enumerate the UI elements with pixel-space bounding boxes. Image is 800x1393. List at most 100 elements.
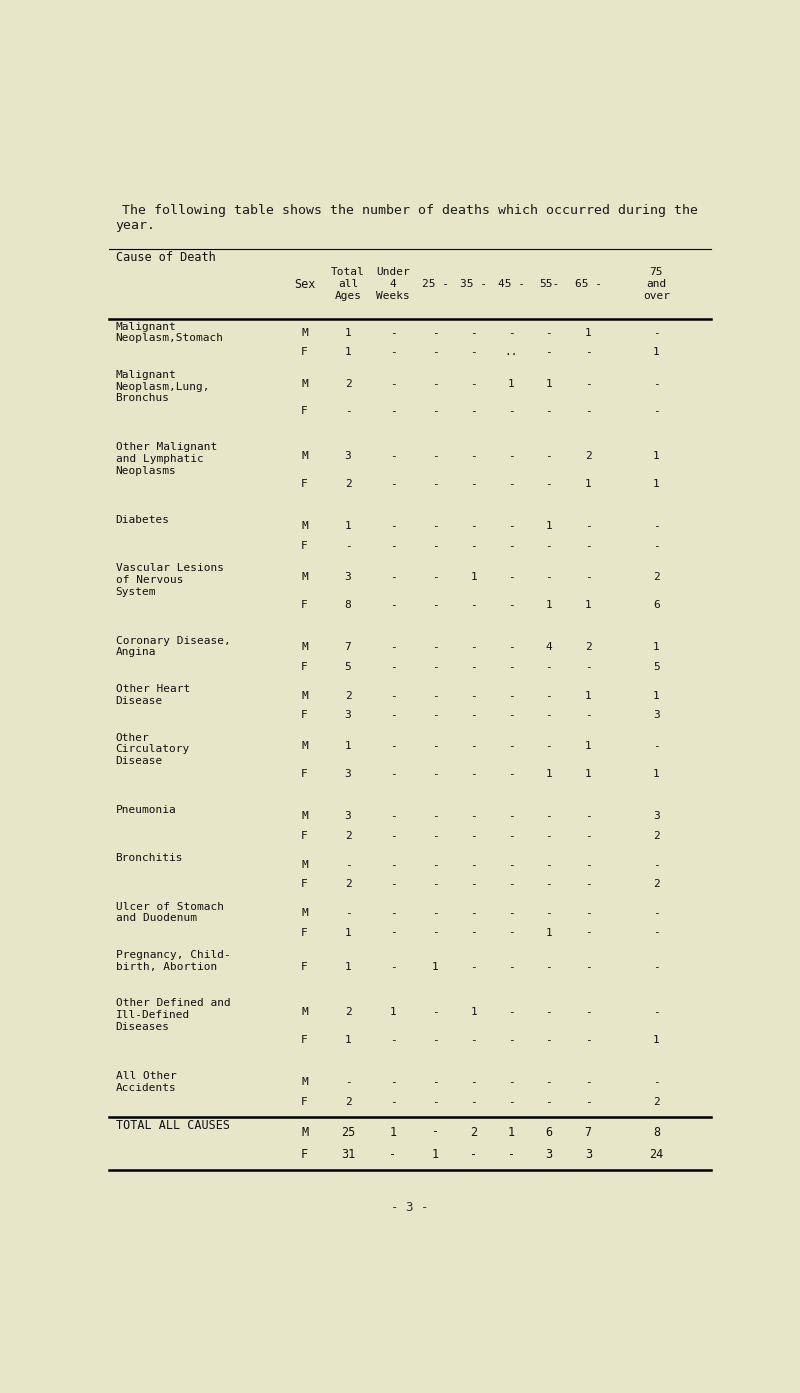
- Text: F: F: [302, 600, 308, 610]
- Text: 4: 4: [546, 642, 552, 652]
- Text: -: -: [432, 812, 438, 822]
- Text: -: -: [432, 479, 438, 489]
- Text: -: -: [470, 741, 478, 751]
- Text: 2: 2: [470, 1126, 478, 1138]
- Text: 3: 3: [653, 812, 660, 822]
- Text: -: -: [546, 1035, 552, 1045]
- Text: 1: 1: [585, 691, 592, 701]
- Text: -: -: [390, 710, 396, 720]
- Text: -: -: [508, 407, 514, 417]
- Text: 35 -: 35 -: [460, 279, 487, 290]
- Text: -: -: [508, 769, 514, 779]
- Text: -: -: [432, 879, 438, 889]
- Text: 3: 3: [345, 812, 351, 822]
- Text: 1: 1: [585, 327, 592, 338]
- Text: 2: 2: [653, 879, 660, 889]
- Text: -: -: [390, 741, 396, 751]
- Text: 3: 3: [585, 1148, 592, 1160]
- Text: -: -: [432, 1035, 438, 1045]
- Text: -: -: [653, 521, 660, 531]
- Text: 5: 5: [653, 662, 660, 671]
- Text: -: -: [470, 908, 478, 918]
- Text: Malignant
Neoplasm,Stomach: Malignant Neoplasm,Stomach: [115, 322, 223, 343]
- Text: -: -: [390, 830, 396, 841]
- Text: Ulcer of Stomach
and Duodenum: Ulcer of Stomach and Duodenum: [115, 901, 223, 924]
- Text: -: -: [432, 908, 438, 918]
- Text: -: -: [585, 521, 592, 531]
- Text: -: -: [546, 859, 552, 869]
- Text: F: F: [302, 1035, 308, 1045]
- Text: 2: 2: [345, 479, 351, 489]
- Text: -: -: [508, 859, 514, 869]
- Text: Coronary Disease,
Angina: Coronary Disease, Angina: [115, 635, 230, 657]
- Text: -: -: [508, 963, 514, 972]
- Text: 75
and
over: 75 and over: [643, 267, 670, 301]
- Text: M: M: [302, 812, 308, 822]
- Text: -: -: [546, 347, 552, 358]
- Text: Other Defined and
Ill-Defined
Diseases: Other Defined and Ill-Defined Diseases: [115, 999, 230, 1032]
- Text: -: -: [546, 451, 552, 461]
- Text: -: -: [508, 642, 514, 652]
- Text: 1: 1: [585, 741, 592, 751]
- Text: -: -: [390, 769, 396, 779]
- Text: -: -: [432, 573, 438, 582]
- Text: -: -: [546, 812, 552, 822]
- Text: The following table shows the number of deaths which occurred during the: The following table shows the number of …: [122, 203, 698, 217]
- Text: -: -: [508, 1148, 515, 1160]
- Text: -: -: [432, 1007, 438, 1017]
- Text: -: -: [432, 451, 438, 461]
- Text: -: -: [508, 908, 514, 918]
- Text: 3: 3: [653, 710, 660, 720]
- Text: -: -: [470, 859, 478, 869]
- Text: -: -: [546, 879, 552, 889]
- Text: 25 -: 25 -: [422, 279, 449, 290]
- Text: -: -: [432, 859, 438, 869]
- Text: -: -: [390, 600, 396, 610]
- Text: 2: 2: [345, 1096, 351, 1107]
- Text: -: -: [470, 327, 478, 338]
- Text: 1: 1: [546, 928, 552, 937]
- Text: 1: 1: [345, 521, 351, 531]
- Text: Other Heart
Disease: Other Heart Disease: [115, 684, 190, 706]
- Text: -: -: [653, 908, 660, 918]
- Text: 7: 7: [585, 1126, 592, 1138]
- Text: -: -: [390, 642, 396, 652]
- Text: -: -: [470, 521, 478, 531]
- Text: -: -: [432, 830, 438, 841]
- Text: -: -: [585, 407, 592, 417]
- Text: -: -: [432, 769, 438, 779]
- Text: -: -: [390, 879, 396, 889]
- Text: -: -: [653, 1077, 660, 1088]
- Text: 31: 31: [341, 1148, 355, 1160]
- Text: 1: 1: [546, 600, 552, 610]
- Text: -: -: [390, 812, 396, 822]
- Text: 1: 1: [390, 1007, 396, 1017]
- Text: -: -: [546, 479, 552, 489]
- Text: 1: 1: [546, 379, 552, 389]
- Text: 1: 1: [470, 1007, 478, 1017]
- Text: -: -: [432, 741, 438, 751]
- Text: -: -: [585, 1035, 592, 1045]
- Text: -: -: [470, 812, 478, 822]
- Text: M: M: [302, 691, 308, 701]
- Text: -: -: [470, 600, 478, 610]
- Text: 1: 1: [345, 347, 351, 358]
- Text: -: -: [470, 830, 478, 841]
- Text: 3: 3: [345, 769, 351, 779]
- Text: -: -: [432, 521, 438, 531]
- Text: -: -: [653, 407, 660, 417]
- Text: -: -: [345, 859, 351, 869]
- Text: F: F: [301, 1148, 308, 1160]
- Text: -: -: [390, 1148, 397, 1160]
- Text: 2: 2: [653, 830, 660, 841]
- Text: -: -: [432, 600, 438, 610]
- Text: -: -: [470, 1077, 478, 1088]
- Text: M: M: [302, 642, 308, 652]
- Text: -: -: [546, 407, 552, 417]
- Text: F: F: [302, 710, 308, 720]
- Text: Vascular Lesions
of Nervous
System: Vascular Lesions of Nervous System: [115, 563, 223, 596]
- Text: 1: 1: [470, 573, 478, 582]
- Text: 1: 1: [432, 963, 438, 972]
- Text: M: M: [302, 741, 308, 751]
- Text: -: -: [546, 691, 552, 701]
